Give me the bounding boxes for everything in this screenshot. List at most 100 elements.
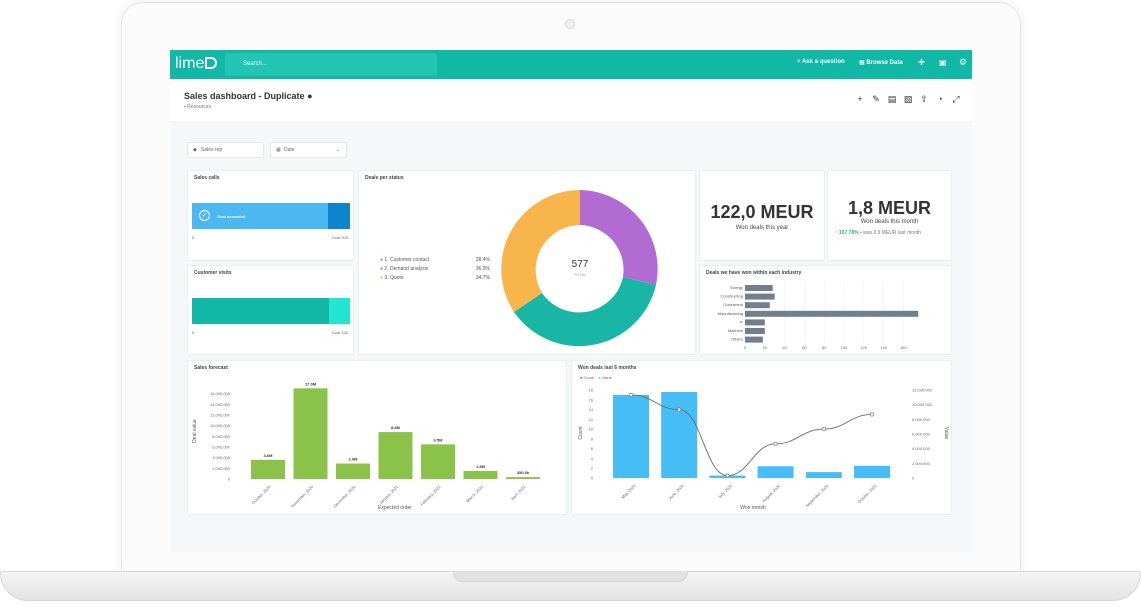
won-count-point[interactable] (628, 392, 634, 397)
won-month-change: 107.78% (838, 230, 859, 236)
sales-forecast-title: Sales forecast (194, 365, 228, 371)
chevron-down-icon: ⌄ (335, 147, 340, 153)
won-y-tick: 10 (589, 427, 594, 432)
won-month-card[interactable]: 1,8 MEUR Won deals this month ↑ 107.78% … (827, 170, 952, 261)
ask-question-button[interactable]: + Ask a question (797, 59, 845, 65)
customer-visits-card[interactable]: Customer visits 0 Goal 150 (187, 265, 354, 355)
legend-item-quote[interactable]: ● 3. Quote 34.7% (380, 275, 490, 284)
industry-bar[interactable] (745, 319, 765, 326)
won-deals-card[interactable]: Won deals last 6 months ● Count ● Value … (571, 360, 952, 515)
edit-pencil-icon[interactable]: ✎ (872, 94, 880, 104)
won-value-bar[interactable] (757, 466, 794, 478)
won-x-tick: August, 2020 (761, 483, 782, 504)
won-value-bar[interactable] (613, 394, 649, 478)
won-month-comparison: ↑ 107.78% • was 0,9 MEUR last month (835, 230, 950, 236)
customer-visits-goal: Goal 150 (331, 330, 348, 335)
laptop-notch (453, 571, 688, 582)
won-y-tick: 6 (591, 446, 594, 451)
donut-slice-quote[interactable] (501, 190, 580, 312)
won-year-label: Won deals this year (735, 225, 789, 231)
industry-x-tick: 120 (860, 345, 867, 350)
legend-dot-icon: ● (380, 266, 384, 272)
industry-x-tick: 60 (802, 345, 807, 350)
new-button[interactable]: + (918, 55, 926, 69)
donut-slice-demand-analysis[interactable] (514, 277, 656, 347)
lime-logo[interactable]: lime (175, 55, 205, 72)
won-y-tick: 12 (589, 417, 594, 422)
industry-bar[interactable] (745, 336, 763, 343)
won-y2-tick: 2,000,000 (912, 461, 931, 466)
forecast-bar[interactable] (506, 477, 540, 479)
collection-breadcrumb[interactable]: ▪ Resources (184, 104, 211, 110)
industry-bar[interactable] (745, 302, 770, 309)
industry-label: Energy (730, 285, 743, 290)
won-value-bar[interactable] (661, 391, 698, 478)
history-icon[interactable]: ▤ (887, 94, 897, 104)
won-x-tick: September, 2020 (804, 483, 830, 509)
forecast-x-tick: October, 2020 (250, 484, 272, 506)
forecast-data-label: 3.6M (264, 453, 274, 458)
legend-percent: 36.9% (475, 266, 490, 272)
sales-rep-filter[interactable]: ◆ Sales rep (187, 142, 264, 158)
duplicate-icon[interactable]: ▧ (903, 94, 913, 104)
industry-bar[interactable] (745, 328, 765, 334)
forecast-bar[interactable] (336, 463, 370, 479)
forecast-x-tick: March, 2021 (465, 484, 485, 504)
tag-icon: ◆ (193, 147, 197, 153)
won-count-point[interactable] (725, 473, 730, 478)
industry-card[interactable]: Deals we have won within each industry 0… (699, 265, 952, 355)
collection-name: Resources (187, 104, 212, 110)
won-y-tick: 14 (589, 407, 594, 412)
forecast-bar[interactable] (378, 432, 413, 479)
deals-status-card[interactable]: Deals per status 577 TOTAL ● 1. Customer… (358, 170, 696, 355)
value-legend-label: Value (601, 375, 612, 380)
settings-gear-icon[interactable]: ⚙ (959, 57, 968, 67)
won-count-point[interactable] (821, 427, 826, 432)
won-value-bar[interactable] (854, 465, 890, 478)
y-tick-label: 0 (228, 477, 231, 482)
clock-icon[interactable]: ◔ (937, 94, 943, 104)
forecast-bar[interactable] (421, 444, 455, 479)
browse-data-label: Browse Data (866, 60, 903, 66)
sales-calls-goal-excess (328, 203, 350, 229)
dashboard-header: Sales dashboard - Duplicate ● ▪ Resource… (170, 79, 972, 121)
forecast-x-tick: February, 2021 (419, 484, 442, 507)
won-count-point[interactable] (677, 407, 682, 412)
add-question-icon[interactable]: + (857, 94, 863, 104)
industry-x-tick: 40 (782, 345, 787, 350)
x-axis-label: Expected order (378, 505, 412, 511)
share-icon[interactable]: ⇧ (920, 94, 928, 104)
industry-label: Manufactoring (718, 311, 743, 316)
search-input[interactable]: Search... (225, 53, 437, 76)
info-icon[interactable]: ● (307, 91, 313, 101)
won-value-bar[interactable] (805, 472, 842, 478)
legend-item-demand-analysis[interactable]: ● 2. Demand analysis 36.9% (380, 266, 490, 275)
won-count-point[interactable] (773, 441, 778, 446)
legend-item-customer-contact[interactable]: ● 1. Customer contact 28.4% (380, 257, 490, 266)
sales-rep-filter-label: Sales rep (201, 147, 223, 153)
sales-forecast-card[interactable]: Sales forecast 0 2,000,000 4,000,000 6,000,… (187, 360, 567, 515)
won-deals-title: Won deals last 6 months (578, 365, 637, 371)
forecast-bar[interactable] (251, 459, 285, 479)
sales-forecast-chart: 0 2,000,000 4,000,000 6,000,000 8,000,000 10,… (192, 381, 540, 511)
fullscreen-icon[interactable]: ⤢ (952, 94, 960, 104)
date-filter[interactable]: ▦ Date ⌄ (270, 142, 347, 158)
forecast-bar[interactable] (463, 471, 498, 479)
won-year-card[interactable]: 122,0 MEUR Won deals this year (699, 170, 825, 261)
grid-icon: ▦ (859, 60, 865, 66)
industry-bar[interactable] (745, 310, 919, 317)
donut-slice-customer-contact[interactable] (580, 190, 658, 285)
sales-calls-goal: Goal 200 (331, 235, 348, 240)
industry-bar[interactable] (745, 293, 775, 300)
won-y2-tick: 4,000,000 (912, 446, 931, 451)
industry-bar[interactable] (745, 285, 773, 291)
forecast-bar[interactable] (293, 388, 328, 479)
deals-status-title: Deals per status (365, 175, 404, 181)
activity-icon[interactable]: ▣ (939, 58, 947, 67)
count-legend-label: Count (583, 375, 595, 380)
browse-data-button[interactable]: ▦ Browse Data (859, 59, 903, 66)
won-count-point[interactable] (869, 412, 875, 417)
won-deals-chart: 0 2 4 6 8 10 12 14 16 18 0 2,000,000 4,000,000 6,000,… (578, 388, 949, 512)
sales-calls-card[interactable]: Sales calls ✓ Goal exceeded 0 Goal 200 (187, 170, 354, 261)
won-y-tick: 4 (591, 456, 594, 461)
